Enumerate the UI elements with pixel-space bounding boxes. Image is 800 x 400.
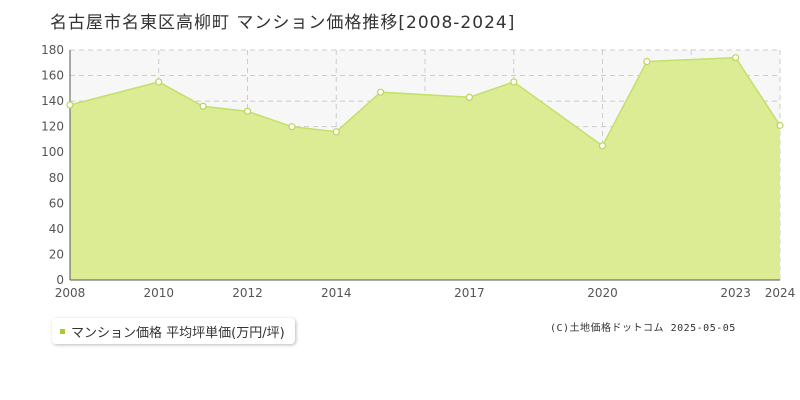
x-tick-label: 2014	[321, 286, 352, 300]
x-tick-label: 2012	[232, 286, 263, 300]
y-tick-label: 20	[49, 247, 64, 261]
x-tick-label: 2017	[454, 286, 485, 300]
y-tick-label: 180	[41, 43, 64, 57]
y-tick-label: 120	[41, 120, 64, 134]
x-tick-label: 2010	[143, 286, 174, 300]
data-point	[288, 123, 296, 131]
data-point	[510, 78, 518, 86]
data-point	[598, 142, 607, 150]
chart-title: 名古屋市名東区高柳町 マンション価格推移[2008-2024]	[50, 13, 516, 33]
x-tick-label: 2020	[587, 286, 618, 300]
data-point	[643, 57, 651, 66]
data-point	[199, 102, 207, 110]
y-tick-label: 40	[49, 222, 64, 236]
x-tick-label: 2008	[55, 286, 86, 300]
data-point	[732, 54, 740, 62]
data-point	[776, 121, 784, 129]
data-point	[66, 101, 74, 109]
data-point	[155, 78, 163, 86]
y-tick-label: 100	[41, 145, 64, 159]
data-point	[465, 93, 473, 101]
data-point	[377, 88, 385, 96]
y-tick-label: 0	[56, 273, 64, 287]
copyright-text: (C)土地価格ドットコム 2025-05-05	[550, 323, 736, 334]
legend-marker	[60, 328, 65, 334]
x-tick-label: 2024	[765, 286, 796, 300]
data-point	[243, 107, 252, 115]
y-tick-label: 60	[49, 196, 64, 210]
legend-label: マンション価格 平均坪単価(万円/坪)	[71, 325, 285, 341]
chart-legend: マンション価格 平均坪単価(万円/坪)	[52, 318, 295, 344]
y-tick-label: 160	[41, 69, 64, 83]
y-tick-label: 140	[41, 94, 64, 108]
data-point	[332, 128, 340, 136]
y-tick-label: 80	[49, 171, 64, 185]
x-tick-label: 2023	[720, 286, 751, 300]
